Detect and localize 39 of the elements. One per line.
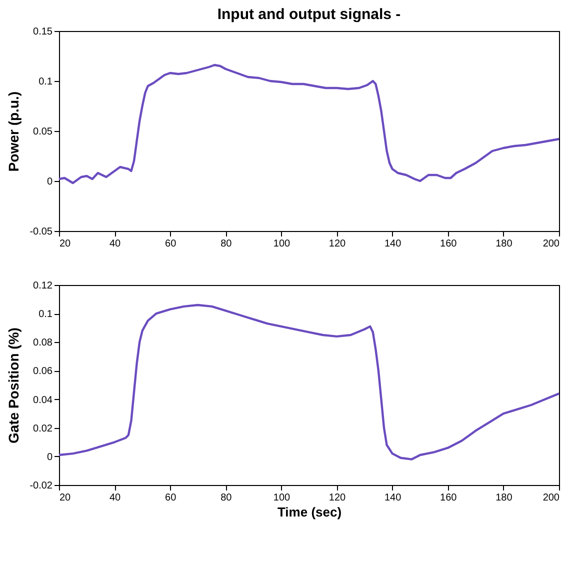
x-tick-label: 200 — [542, 492, 560, 504]
line-series — [58, 304, 560, 460]
y-tick-label: 0.06 — [33, 366, 53, 378]
x-tick-label: 60 — [165, 238, 177, 250]
y-tick-label: 0.08 — [33, 338, 53, 349]
x-tick-label: 40 — [109, 238, 122, 250]
y-tick-label: 0 — [46, 452, 53, 463]
x-tick-label: 180 — [496, 238, 513, 250]
x-tick-label: 120 — [328, 238, 346, 250]
x-tick-label: 80 — [220, 238, 232, 250]
x-tick-label: 60 — [165, 492, 177, 504]
y-tick-label: 0.04 — [33, 394, 53, 406]
y-tick-label: 0.1 — [38, 309, 53, 320]
chart-title: Input and output signals - — [217, 6, 401, 23]
y-tick-label: 0.02 — [33, 423, 53, 434]
x-tick-label: 180 — [496, 492, 513, 504]
x-tick-label: 100 — [273, 238, 290, 250]
x-tick-label: 20 — [60, 238, 72, 250]
x-tick-label: 40 — [109, 492, 122, 504]
y-tick-label: 0 — [46, 176, 53, 188]
x-tick-label: 140 — [384, 238, 402, 250]
x-axis-title: Time (sec) — [277, 504, 342, 520]
line-series — [58, 64, 560, 184]
y-axis-title: Gate Position (%) — [6, 328, 22, 444]
y-tick-label: 0.15 — [33, 26, 53, 38]
y-tick-label: -0.05 — [30, 226, 53, 238]
x-tick-label: 200 — [542, 238, 560, 250]
x-tick-label: 100 — [273, 492, 290, 504]
x-tick-label: 120 — [328, 492, 346, 504]
y-tick-label: 0.1 — [38, 76, 53, 88]
x-tick-label: 20 — [60, 492, 72, 504]
y-tick-label: -0.02 — [30, 480, 53, 492]
x-tick-label: 160 — [440, 238, 458, 250]
x-tick-label: 160 — [440, 492, 458, 504]
x-tick-label: 140 — [384, 492, 402, 504]
y-axis-title: Power (p.u.) — [6, 91, 22, 172]
y-tick-label: 0.05 — [33, 126, 53, 138]
x-tick-label: 80 — [220, 492, 232, 504]
y-tick-label: 0.12 — [33, 280, 53, 292]
